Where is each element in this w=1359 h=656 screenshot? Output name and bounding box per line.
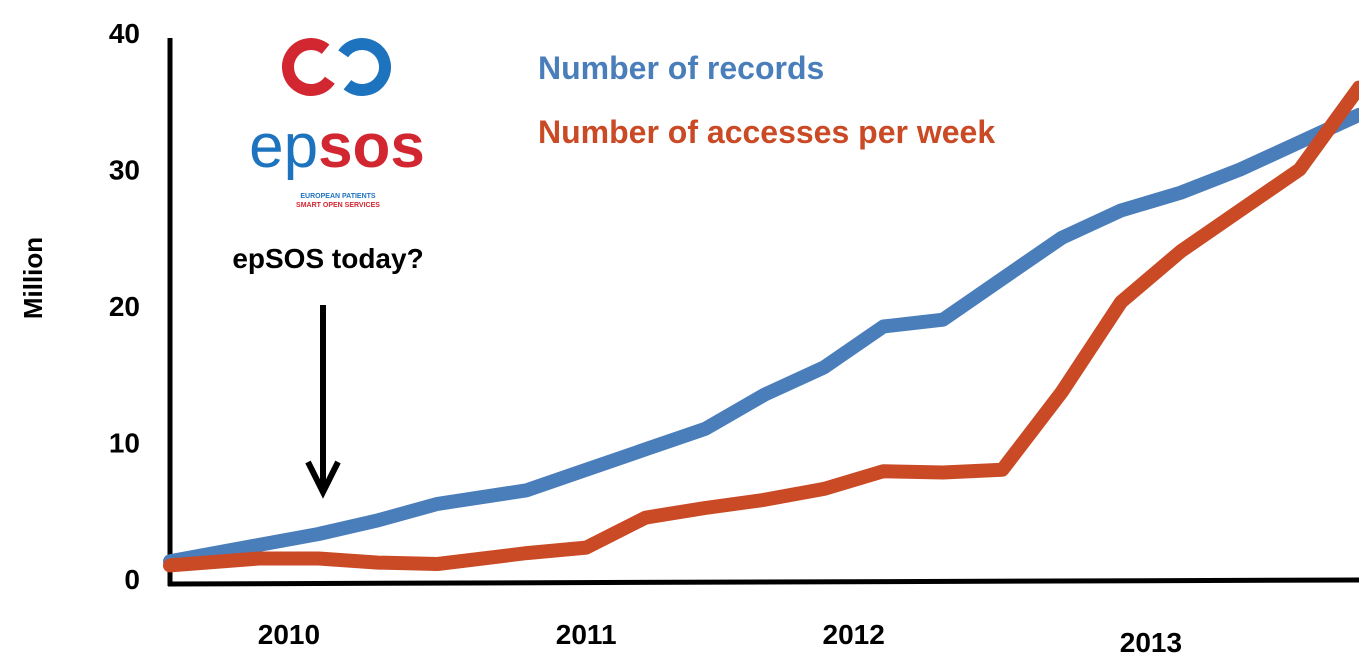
- y-tick-label: 30: [109, 155, 140, 186]
- logo-word-ep: ep: [249, 112, 318, 181]
- series-line-accesses: [163, 80, 1359, 573]
- logo-wordmark: epsos: [249, 112, 425, 181]
- x-tick-label: 2011: [556, 619, 617, 650]
- x-axis: [167, 577, 1359, 587]
- infinity-symbol-icon: [282, 38, 391, 96]
- legend-entry-accesses: Number of accesses per week: [538, 114, 995, 150]
- series-line-records: [163, 107, 1359, 569]
- series-layer: [163, 80, 1359, 573]
- annotation-arrow: [305, 305, 341, 499]
- y-tick-label: 10: [109, 428, 140, 459]
- x-tick-label: 2010: [258, 619, 320, 650]
- y-tick-labels: 0 10 20 30 40: [109, 18, 140, 595]
- y-tick-label: 40: [109, 18, 140, 49]
- epsos-logo: epsos EUROPEAN PATIENTS SMART OPEN SERVI…: [249, 38, 425, 209]
- annotation-epsos-today: epSOS today?: [232, 243, 423, 274]
- logo-tagline-1: EUROPEAN PATIENTS: [300, 193, 376, 200]
- y-tick-label: 0: [124, 564, 140, 595]
- y-axis-label: Million: [18, 237, 48, 319]
- logo-tagline-2: SMART OPEN SERVICES: [296, 202, 380, 209]
- x-tick-label: 2012: [823, 619, 885, 650]
- logo-word-sos: sos: [318, 112, 425, 181]
- legend-entry-records: Number of records: [538, 50, 824, 86]
- x-tick-labels: 2010 2011 2012 2013: [258, 619, 1182, 656]
- x-tick-label: 2013: [1120, 627, 1182, 656]
- y-tick-label: 20: [109, 291, 140, 322]
